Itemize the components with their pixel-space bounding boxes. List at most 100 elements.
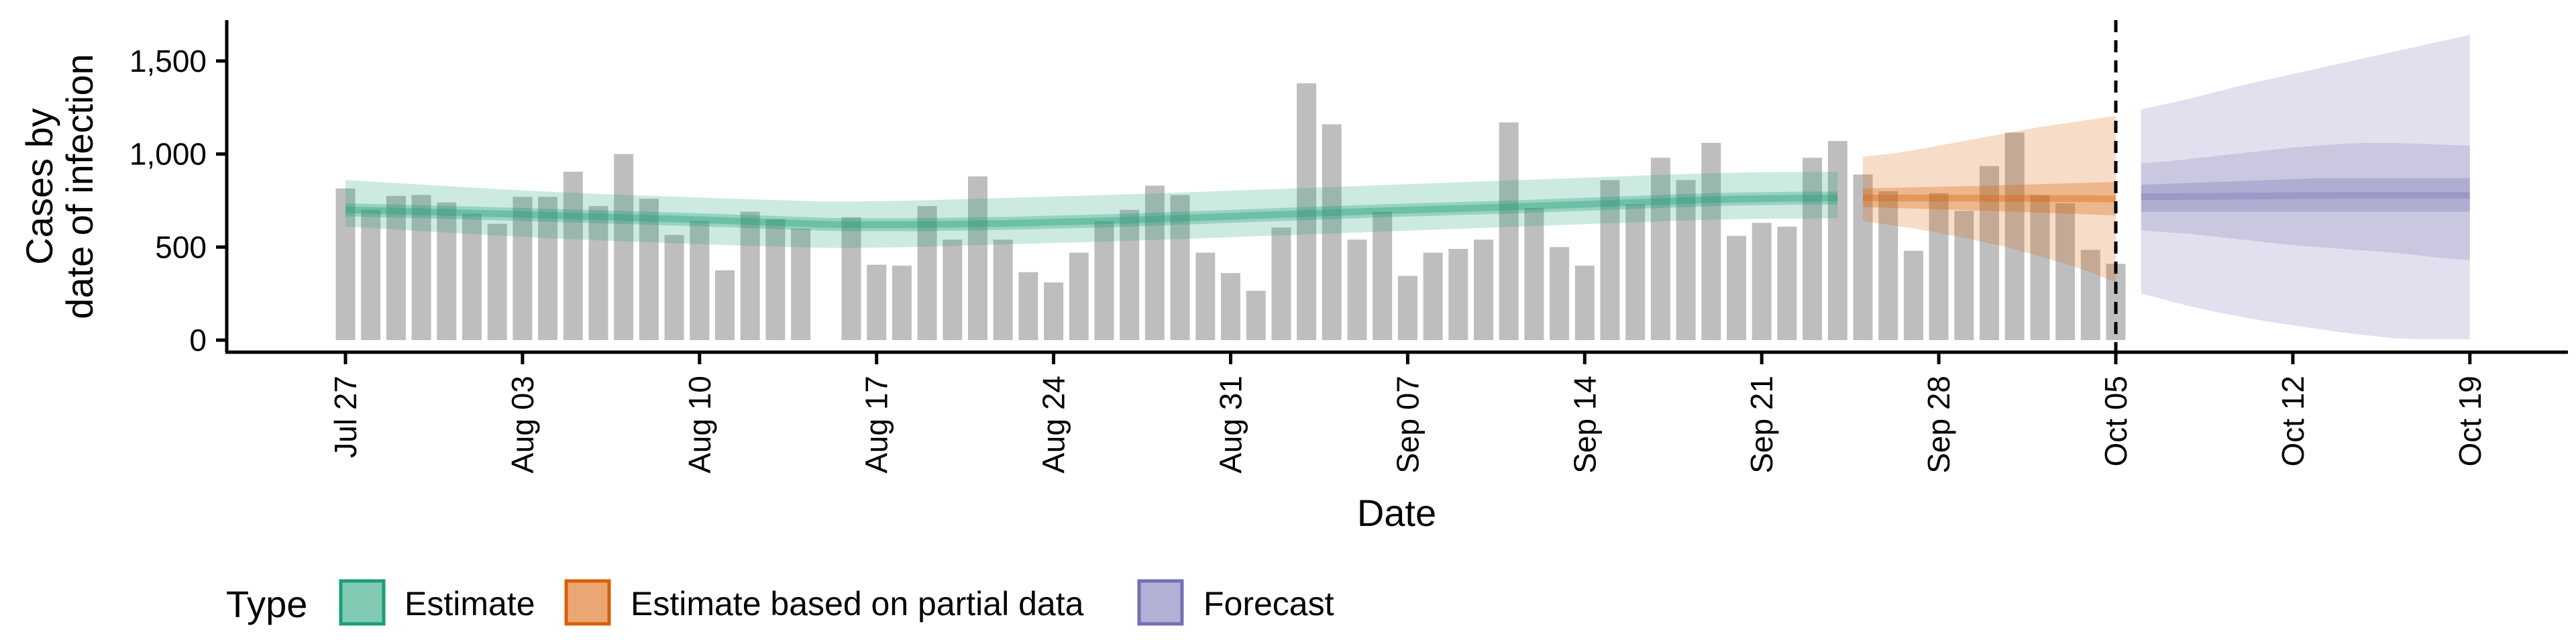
bar-11 [614,154,634,340]
bar-20 [841,217,861,340]
legend-entry-partial: Estimate based on partial data [564,579,1084,626]
x-tick-label-4: Aug 24 [1036,376,1071,474]
bar-67 [2030,195,2050,340]
x-tick-label-8: Sep 21 [1744,376,1779,474]
x-tick-label-7: Sep 14 [1567,376,1602,474]
bar-30 [1094,221,1114,340]
bar-64 [1954,211,1974,340]
legend-title: Type [226,583,307,625]
y-axis-title-line-1: Cases by [18,108,60,264]
legend-entry-estimate: Estimate [339,579,535,626]
bar-47 [1524,208,1544,340]
bar-52 [1650,158,1670,340]
series-2-band-50 [2141,178,2470,212]
x-tick-label-10: Oct 05 [2098,376,2133,467]
bar-28 [1044,282,1064,340]
series-0-median [345,195,1838,229]
legend-entry-forecast: Forecast [1137,579,1334,626]
y-tick-label-2: 1,000 [129,137,207,172]
bar-50 [1600,180,1620,340]
series-1-band-50 [1863,182,2116,216]
bar-44 [1448,249,1468,340]
series-1-median [1862,194,2116,203]
legend-label-estimate: Estimate [405,585,535,623]
bar-42 [1397,276,1417,340]
y-tick-label-0: 0 [189,323,207,358]
bar-10 [588,206,608,340]
bar-65 [1980,166,1999,341]
x-axis-title: Date [1357,492,1436,534]
bar-14 [690,221,710,340]
bar-36 [1246,290,1266,340]
bar-41 [1373,211,1393,340]
axes: 0 500 1,000 1,500 Jul 27 Aug 03 Aug 10 Aug 17 A… [129,20,2568,474]
bar-66 [2004,132,2025,340]
series-2-band-outer-50 [2141,142,2470,260]
bar-15 [715,270,735,340]
bar-13 [664,235,684,340]
legend-swatch-estimate [339,579,386,626]
bar-6 [487,223,507,340]
bar-63 [1929,193,1949,340]
bar-0 [335,188,356,340]
bar-38 [1297,83,1317,341]
y-tick-label-3: 1,500 [129,44,207,78]
bar-49 [1574,266,1595,340]
bar-4 [437,202,457,340]
series-2-median [2141,192,2470,201]
bar-69 [2080,250,2100,340]
bar-2 [386,196,406,340]
bar-7 [513,197,533,340]
series-1-band-90 [1863,115,2116,283]
series-2 [2141,35,2470,339]
y-axis-title-line-2: date of infection [58,54,101,319]
bar-39 [1322,124,1342,340]
bars-layer [335,83,2126,341]
bar-24 [943,239,963,340]
bar-17 [765,219,786,340]
bar-48 [1550,247,1570,340]
x-tick-label-0: Jul 27 [328,376,363,458]
series-0 [345,171,1838,248]
bar-21 [867,264,887,340]
bar-3 [411,195,431,340]
bar-34 [1195,252,1216,340]
bar-43 [1423,252,1443,340]
x-tick-label-12: Oct 19 [2453,376,2487,467]
bar-53 [1676,180,1696,340]
bar-16 [740,211,760,340]
series-0-band-50 [345,191,1838,231]
x-tick-label-3: Aug 17 [859,376,894,474]
x-tick-label-9: Sep 28 [1921,376,1956,474]
bar-5 [462,213,482,340]
bar-56 [1752,223,1772,340]
bar-57 [1777,226,1797,340]
series-2-band-90 [2141,35,2470,339]
bar-18 [791,228,811,340]
y-tick-label-1: 500 [155,229,207,264]
bar-12 [639,199,659,340]
bar-25 [968,176,987,340]
series-0-band-90 [345,171,1838,248]
bar-23 [917,206,937,340]
bar-26 [993,239,1013,340]
bar-35 [1221,273,1240,340]
bar-51 [1625,204,1646,340]
bar-55 [1727,235,1746,340]
plot-area [335,20,2470,352]
x-ticks: Jul 27 Aug 03 Aug 10 Aug 17 Aug 24 Aug 31 Sep … [328,352,2487,474]
bar-31 [1120,209,1140,340]
bar-33 [1170,195,1190,340]
bar-68 [2055,203,2076,340]
y-ticks: 0 500 1,000 1,500 [129,44,227,358]
bar-9 [563,171,583,340]
bar-27 [1018,272,1038,340]
bar-59 [1827,141,1847,340]
series-1 [1862,115,2116,283]
x-tick-label-11: Oct 12 [2275,376,2310,467]
legend-swatch-partial [564,579,611,626]
bar-54 [1701,142,1721,340]
bar-8 [538,197,558,340]
x-tick-label-5: Aug 31 [1214,376,1248,474]
